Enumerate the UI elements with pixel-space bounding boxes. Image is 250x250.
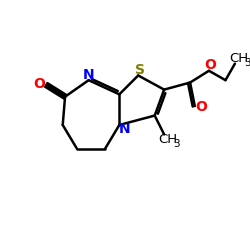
Text: O: O (204, 58, 216, 72)
Text: CH: CH (158, 133, 177, 146)
Text: 3: 3 (173, 139, 180, 149)
Text: N: N (82, 68, 94, 82)
Text: N: N (119, 122, 130, 136)
Text: O: O (34, 77, 46, 91)
Text: O: O (196, 100, 207, 114)
Text: S: S (135, 63, 145, 77)
Text: 3: 3 (244, 58, 250, 68)
Text: CH: CH (230, 52, 249, 65)
